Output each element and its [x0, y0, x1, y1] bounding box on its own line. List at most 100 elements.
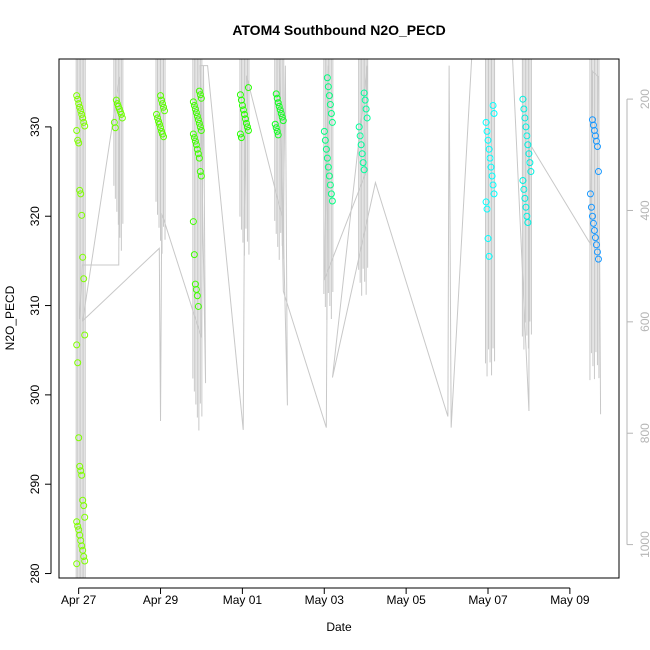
data-point [197, 126, 205, 134]
data-point [80, 275, 88, 283]
data-point [327, 190, 335, 198]
x-tick-label: May 05 [386, 593, 426, 607]
data-point [360, 89, 368, 97]
y-tick-label: 330 [28, 117, 42, 137]
data-point [524, 218, 532, 226]
data-point [324, 163, 332, 171]
data-point [274, 131, 282, 139]
data-point [111, 124, 119, 132]
data-point [278, 113, 286, 121]
data-series [586, 116, 602, 263]
x-tick-label: May 01 [223, 593, 263, 607]
data-point [158, 96, 166, 104]
data-point [485, 145, 493, 153]
x-tick-label: Apr 27 [61, 593, 97, 607]
data-series [153, 92, 169, 141]
plot-frame [58, 58, 620, 579]
data-point [75, 434, 83, 442]
data-point [323, 74, 331, 82]
data-point [193, 112, 201, 120]
data-point [272, 90, 280, 98]
data-point [489, 181, 497, 189]
data-series [236, 84, 252, 142]
data-point [80, 553, 88, 561]
data-series [73, 92, 89, 568]
y-axis: 280 290 300 310 320 330 [28, 117, 52, 584]
data-series [355, 89, 371, 174]
x-tick-label: May 09 [550, 593, 590, 607]
data-point [489, 101, 497, 109]
data-point [79, 114, 87, 122]
y2-tick-label: 400 [638, 200, 650, 220]
data-point [325, 92, 333, 100]
data-point [157, 124, 165, 132]
data-point [243, 123, 251, 131]
data-point [197, 172, 205, 180]
data-point [236, 130, 244, 138]
data-point [483, 205, 491, 213]
data-point [590, 227, 598, 235]
data-point [193, 292, 201, 300]
data-point [325, 172, 333, 180]
data-point [360, 166, 368, 174]
data-point [276, 106, 284, 114]
data-point [327, 109, 335, 117]
data-point [274, 99, 282, 107]
data-point [272, 124, 280, 132]
data-point [76, 531, 84, 539]
data-series [271, 90, 287, 139]
data-point [485, 252, 493, 260]
data-point [112, 96, 120, 104]
data-point [483, 127, 491, 135]
data-point [277, 109, 285, 117]
data-point [110, 118, 118, 126]
data-point [362, 105, 370, 113]
data-point [361, 96, 369, 104]
data-point [273, 94, 281, 102]
y-tick-label: 310 [28, 295, 42, 315]
data-point [76, 186, 84, 194]
y2-tick-label: 800 [638, 423, 650, 443]
data-point [588, 212, 596, 220]
x-axis-label: Date [326, 620, 352, 634]
data-point [160, 103, 168, 111]
y2-axis: 200 400 600 800 1000 [626, 89, 650, 558]
data-point [486, 154, 494, 162]
pressure-trace-layer [75, 58, 602, 578]
x-tick-label: May 07 [468, 593, 508, 607]
data-point [323, 154, 331, 162]
chart-title: ATOM4 Southbound N2O_PECD [232, 22, 445, 38]
data-point [525, 150, 533, 158]
data-point [321, 136, 329, 144]
data-point [196, 91, 204, 99]
data-point [271, 120, 279, 128]
data-point [484, 235, 492, 243]
y-tick-label: 280 [28, 563, 42, 583]
y-tick-label: 320 [28, 206, 42, 226]
data-point [73, 92, 81, 100]
y2-tick-label: 200 [638, 89, 650, 109]
data-point [75, 526, 83, 534]
data-point [196, 123, 204, 131]
data-point [194, 150, 202, 158]
x-tick-label: Apr 29 [143, 593, 179, 607]
data-point [76, 103, 84, 111]
data-point [191, 105, 199, 113]
data-point [592, 137, 600, 145]
data-point [594, 168, 602, 176]
data-points-layer [73, 74, 602, 568]
data-point [159, 100, 167, 108]
data-point [487, 163, 495, 171]
data-point [81, 331, 89, 339]
data-point [195, 154, 203, 162]
data-point [77, 467, 85, 475]
data-point [193, 145, 201, 153]
data-series [482, 101, 498, 260]
data-point [356, 132, 364, 140]
data-point [73, 518, 81, 526]
data-point [161, 107, 169, 115]
data-point [521, 114, 529, 122]
data-point [275, 102, 283, 110]
data-point [75, 139, 83, 147]
